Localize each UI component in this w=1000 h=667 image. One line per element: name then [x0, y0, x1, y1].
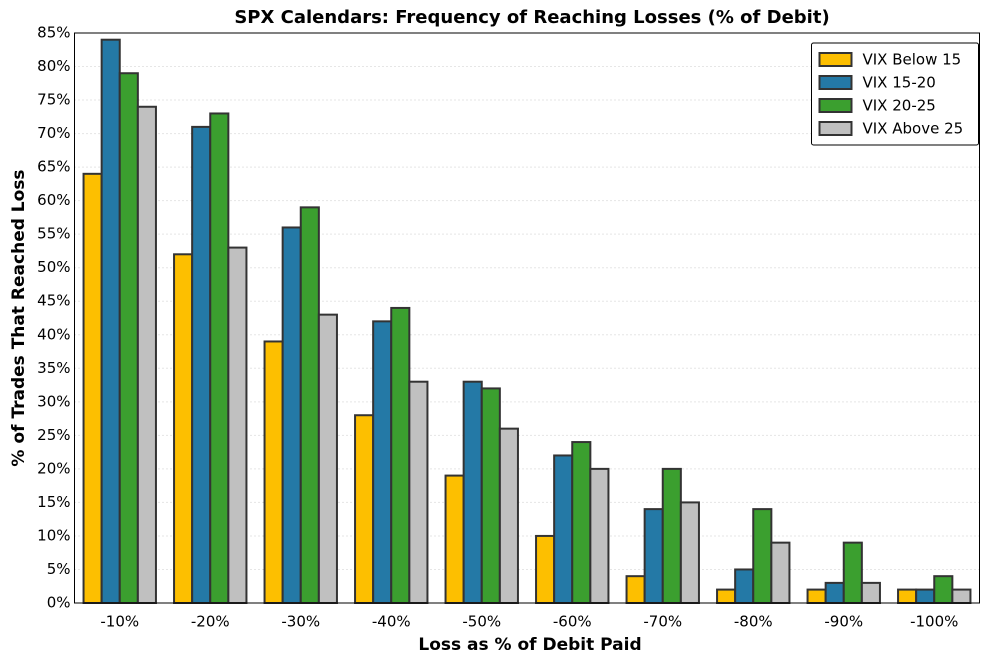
- x-axis-label: Loss as % of Debit Paid: [418, 635, 641, 655]
- y-tick-label: 0%: [47, 594, 71, 612]
- legend-label: VIX Above 25: [863, 120, 964, 138]
- bar: [589, 467, 610, 604]
- x-tick-label: -90%: [824, 613, 863, 631]
- y-tick-label: 55%: [37, 225, 70, 243]
- bar: [299, 206, 320, 604]
- bar: [444, 474, 465, 604]
- bar: [462, 380, 483, 604]
- bar: [173, 253, 194, 604]
- bar: [661, 467, 682, 604]
- bar: [354, 414, 375, 604]
- bar: [824, 581, 845, 604]
- y-tick-label: 85%: [37, 24, 70, 42]
- bar: [571, 441, 592, 605]
- bar: [860, 581, 881, 604]
- legend-label: VIX 15-20: [863, 74, 936, 92]
- bar: [372, 320, 393, 604]
- y-tick-label: 15%: [37, 493, 70, 511]
- y-tick-label: 65%: [37, 158, 70, 176]
- bar: [897, 588, 918, 605]
- bar: [625, 575, 646, 604]
- bar: [752, 508, 773, 604]
- bar: [915, 588, 936, 605]
- y-tick-label: 10%: [37, 526, 70, 544]
- bar: [263, 340, 284, 604]
- legend-swatch: [818, 98, 853, 113]
- bar: [408, 380, 429, 604]
- legend-swatch: [818, 52, 853, 67]
- bar: [842, 541, 863, 604]
- x-tick-label: -100%: [910, 613, 958, 631]
- x-tick-label: -50%: [462, 613, 501, 631]
- bar: [209, 112, 230, 605]
- bar: [100, 38, 121, 605]
- bar: [281, 226, 302, 604]
- bar: [535, 534, 556, 604]
- bar: [191, 125, 212, 604]
- legend-label: VIX 20-25: [863, 97, 936, 115]
- bar: [82, 172, 103, 605]
- bar: [390, 306, 411, 604]
- bar: [317, 313, 338, 604]
- bar: [480, 387, 501, 605]
- y-tick-label: 40%: [37, 325, 70, 343]
- x-tick-label: -30%: [281, 613, 320, 631]
- x-tick-label: -60%: [553, 613, 592, 631]
- y-tick-label: 45%: [37, 292, 70, 310]
- y-tick-label: 80%: [37, 57, 70, 75]
- bar: [716, 588, 737, 605]
- bar: [553, 454, 574, 604]
- bar: [227, 246, 248, 605]
- y-tick-label: 30%: [37, 392, 70, 410]
- y-tick-label: 70%: [37, 124, 70, 142]
- x-tick-label: -40%: [372, 613, 411, 631]
- y-axis-label: % of Trades That Reached Loss: [9, 169, 29, 466]
- y-tick-label: 60%: [37, 191, 70, 209]
- plot-frame: [74, 32, 980, 604]
- bar: [136, 105, 157, 604]
- legend-label: VIX Below 15: [863, 51, 962, 69]
- y-tick-label: 35%: [37, 359, 70, 377]
- legend-swatch: [818, 121, 853, 136]
- y-tick-label: 5%: [47, 560, 71, 578]
- x-tick-label: -20%: [191, 613, 230, 631]
- legend-swatch: [818, 75, 853, 90]
- chart-title: SPX Calendars: Frequency of Reaching Los…: [234, 7, 829, 28]
- x-tick-label: -80%: [734, 613, 773, 631]
- bar: [806, 588, 827, 605]
- bar: [643, 508, 664, 604]
- legend-box: [811, 42, 979, 146]
- y-tick-label: 75%: [37, 91, 70, 109]
- bar: [951, 588, 972, 605]
- x-tick-label: -70%: [643, 613, 682, 631]
- bar: [679, 501, 700, 605]
- bar: [933, 575, 954, 604]
- y-tick-label: 50%: [37, 258, 70, 276]
- y-tick-label: 20%: [37, 459, 70, 477]
- bar: [118, 72, 139, 604]
- bar: [770, 541, 791, 604]
- y-tick-label: 25%: [37, 426, 70, 444]
- bar: [498, 427, 519, 604]
- x-tick-label: -10%: [100, 613, 139, 631]
- bar: [734, 568, 755, 604]
